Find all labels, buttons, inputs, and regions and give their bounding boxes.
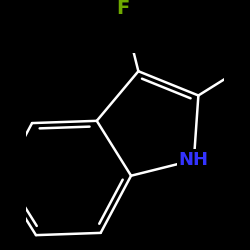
Text: F: F [116, 0, 129, 18]
Text: NH: NH [179, 151, 209, 169]
